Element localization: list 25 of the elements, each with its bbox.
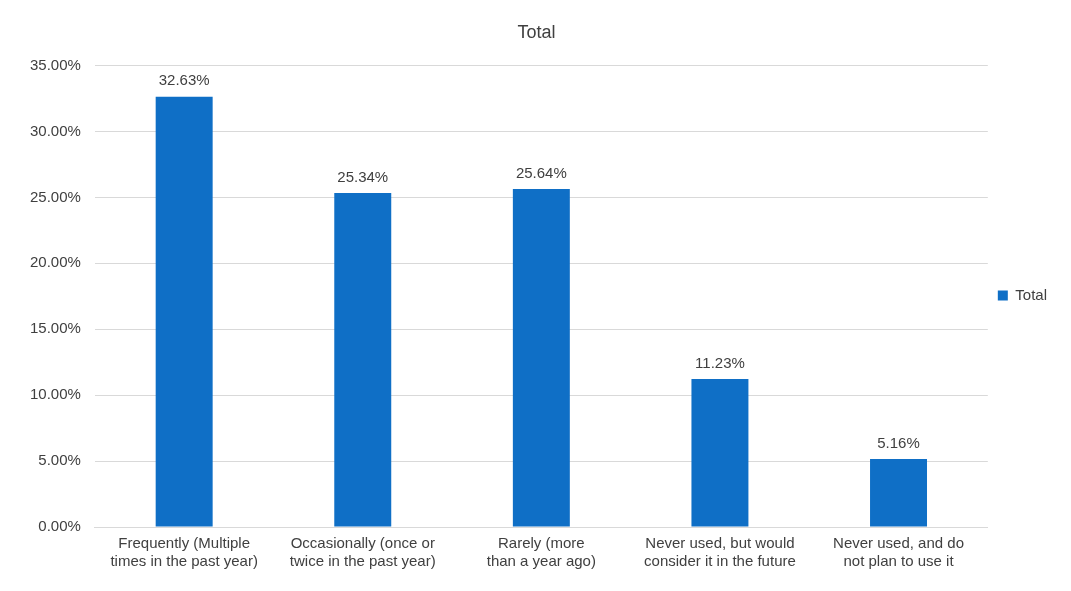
bar bbox=[334, 192, 392, 527]
bar bbox=[155, 96, 213, 527]
y-tick-label: 15.00% bbox=[30, 319, 81, 337]
y-tick-label: 10.00% bbox=[30, 385, 81, 403]
data-label: 25.34% bbox=[337, 167, 389, 185]
x-tick-label: Frequently (Multiple times in the past year) bbox=[110, 534, 258, 570]
data-label: 11.23% bbox=[695, 353, 745, 371]
y-tick-label: 5.00% bbox=[38, 451, 81, 469]
x-tick-label: Rarely (more than a year ago) bbox=[486, 534, 596, 570]
x-tick-label: Never used, but would consider it in the future bbox=[644, 534, 796, 570]
bar bbox=[512, 188, 570, 527]
data-label: 5.16% bbox=[877, 433, 920, 451]
y-tick-label: 20.00% bbox=[30, 253, 81, 271]
x-tick-label: Never used, and do not plan to use it bbox=[833, 534, 964, 570]
bar bbox=[870, 458, 928, 527]
bar bbox=[691, 378, 749, 527]
y-tick-label: 35.00% bbox=[30, 55, 81, 73]
chart-title: Total bbox=[517, 21, 556, 42]
data-label: 32.63% bbox=[158, 71, 210, 89]
y-tick-label: 0.00% bbox=[38, 517, 81, 535]
y-tick-label: 25.00% bbox=[30, 187, 81, 205]
legend-label: Total bbox=[1015, 285, 1047, 303]
data-label: 25.64% bbox=[515, 163, 567, 181]
y-tick-label: 30.00% bbox=[30, 121, 81, 139]
x-tick-label: Occasionally (once or twice in the past year) bbox=[289, 534, 436, 570]
